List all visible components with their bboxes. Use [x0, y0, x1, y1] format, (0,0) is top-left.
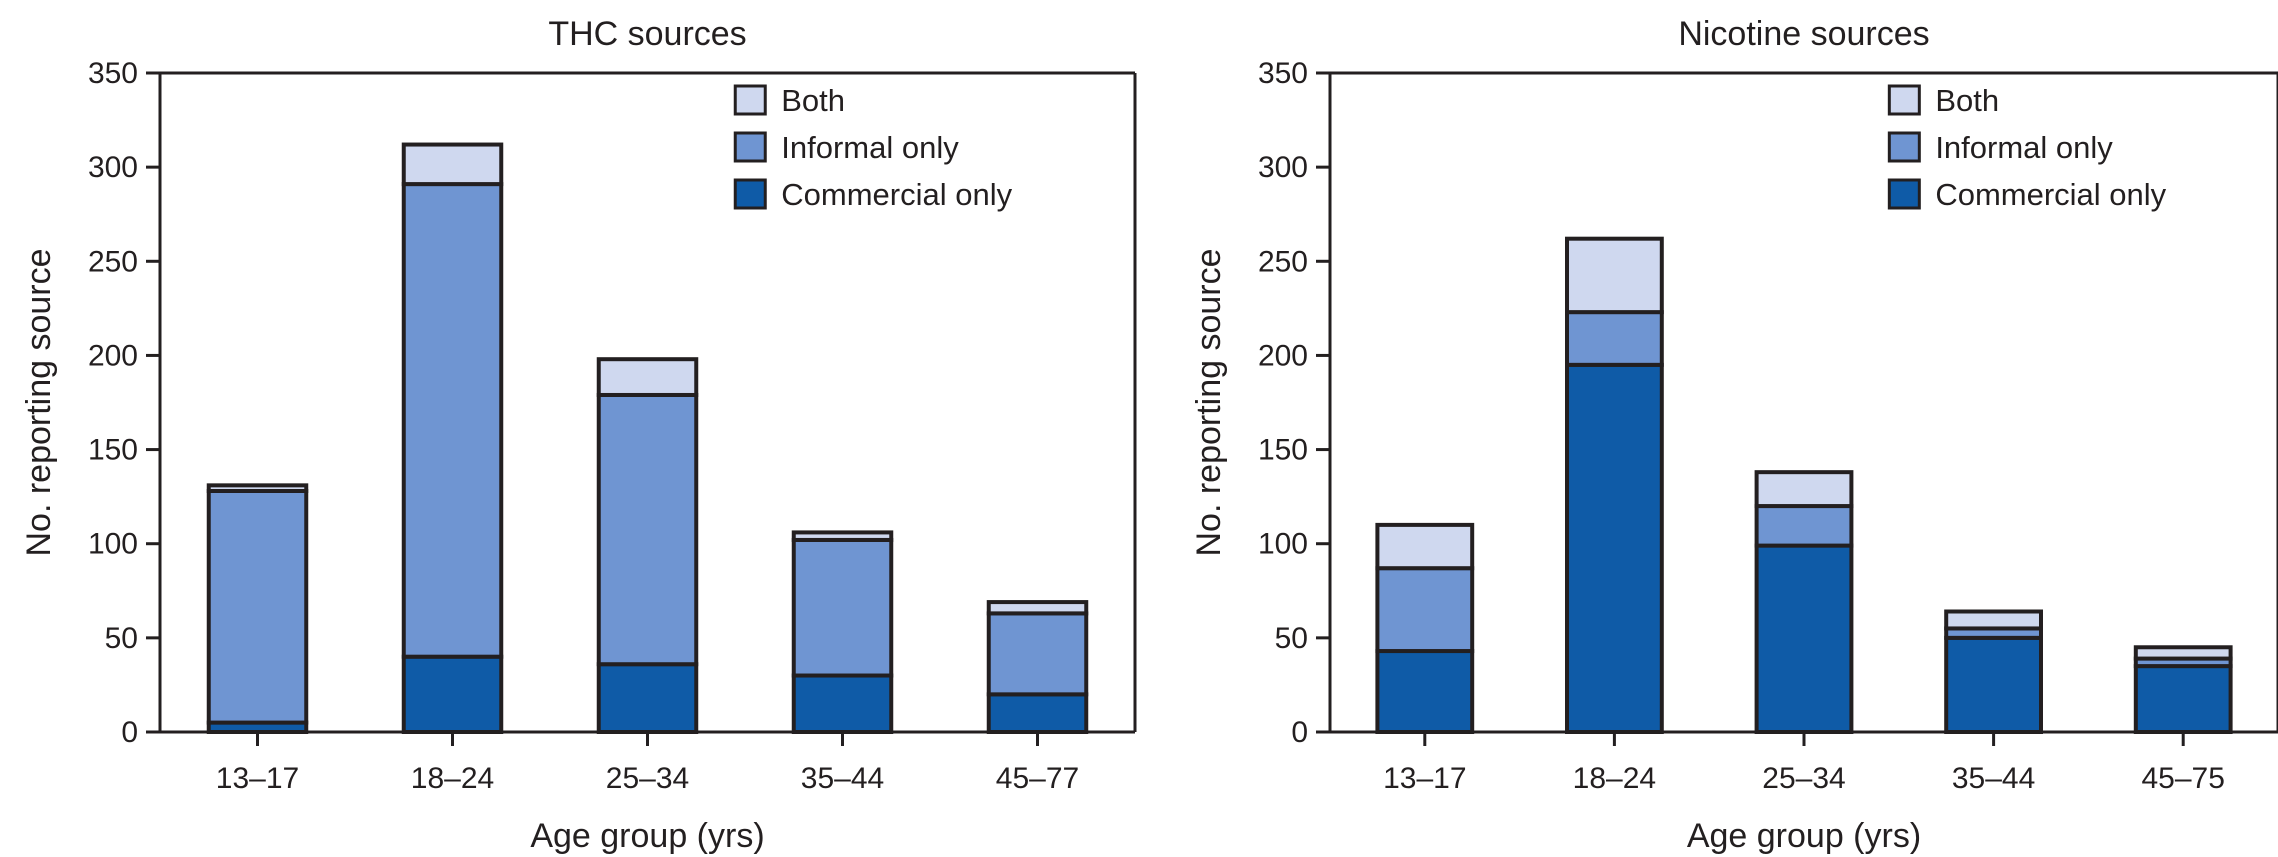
nicotine-y-tick-label: 150	[1258, 434, 1308, 467]
nicotine-x-axis-label: Age group (yrs)	[1687, 817, 1921, 855]
nicotine-legend-label-commercial-only: Commercial only	[1935, 177, 2166, 212]
thc-y-tick-label: 150	[88, 434, 138, 467]
thc-y-axis-label: No. reporting source	[20, 248, 58, 556]
nicotine-legend-swatch-commercial-only	[1887, 178, 1921, 210]
nicotine-chart-title: Nicotine sources	[1678, 15, 1929, 53]
thc-legend-swatch-both	[733, 84, 767, 116]
nicotine-y-axis-label: No. reporting source	[1190, 248, 1228, 556]
thc-x-tick-label: 13–17	[216, 762, 299, 795]
nicotine-bar-informal-only-13-17	[1375, 566, 1475, 654]
nicotine-legend-label-both: Both	[1935, 83, 1999, 118]
thc-chart-title: THC sources	[548, 15, 746, 53]
thc-bar-informal-only-35-44	[791, 537, 894, 678]
nicotine-bar-informal-only-25-34	[1754, 504, 1854, 548]
thc-y-tick-label: 0	[121, 716, 138, 749]
nicotine-bar-both-45-75	[2133, 645, 2233, 661]
thc-x-tick-label: 45–77	[996, 762, 1079, 795]
nicotine-legend-swatch-informal-only	[1887, 131, 1921, 163]
nicotine-bar-commercial-only-35-44	[1944, 635, 2043, 734]
thc-legend-swatch-informal-only	[733, 131, 767, 163]
nicotine-bar-commercial-only-45-75	[2133, 664, 2233, 734]
nicotine-bar-commercial-only-18-24	[1565, 362, 1664, 734]
thc-x-tick-label: 35–44	[801, 762, 884, 795]
nicotine-x-tick-label: 18–24	[1573, 762, 1656, 795]
thc-legend-label-both: Both	[781, 83, 845, 118]
nicotine-y-tick-label: 300	[1258, 151, 1308, 184]
nicotine-bar-commercial-only-25-34	[1754, 543, 1854, 735]
nicotine-y-tick-label: 100	[1258, 528, 1308, 561]
nicotine-y-tick-label: 200	[1258, 339, 1308, 372]
nicotine-panel: Nicotine sources 0 50 100 150 200 250 300 350 13–…	[1190, 15, 2278, 855]
thc-y-tick-label: 200	[88, 339, 138, 372]
thc-bar-both-18-24	[401, 142, 504, 187]
thc-legend-swatch-commercial-only	[733, 178, 767, 210]
thc-y-tick-label: 50	[105, 622, 138, 655]
nicotine-y-tick-label: 250	[1258, 245, 1308, 278]
thc-bar-both-25-34	[596, 357, 699, 397]
nicotine-legend-swatch-both	[1887, 84, 1921, 116]
nicotine-bar-both-25-34	[1754, 470, 1854, 509]
thc-bar-both-45-77	[986, 600, 1089, 616]
nicotine-bar-both-18-24	[1565, 236, 1664, 315]
nicotine-y-tick-label: 350	[1258, 57, 1308, 90]
thc-x-tick-label: 18–24	[411, 762, 494, 795]
nicotine-bar-both-35-44	[1944, 609, 2043, 631]
thc-bar-commercial-only-18-24	[401, 654, 504, 735]
thc-y-tick-label: 100	[88, 528, 138, 561]
nicotine-x-tick-label: 45–75	[2141, 762, 2224, 795]
thc-y-tick-label: 250	[88, 245, 138, 278]
nicotine-x-tick-label: 35–44	[1952, 762, 2035, 795]
nicotine-bar-informal-only-18-24	[1565, 310, 1664, 367]
nicotine-legend-label-informal-only: Informal only	[1935, 130, 2113, 165]
thc-bar-informal-only-45-77	[986, 611, 1089, 697]
thc-panel: THC sources 0 50 100 150 200 250 300 350 13–17 18–…	[20, 15, 1137, 855]
thc-x-axis-label: Age group (yrs)	[530, 817, 764, 855]
thc-bar-commercial-only-45-77	[986, 692, 1089, 734]
thc-bar-both-35-44	[791, 530, 894, 542]
thc-bar-informal-only-13-17	[206, 488, 309, 725]
thc-x-tick-label: 25–34	[606, 762, 689, 795]
thc-bar-both-13-17	[206, 483, 309, 493]
nicotine-y-tick-label: 50	[1275, 622, 1308, 655]
nicotine-bar-commercial-only-13-17	[1375, 649, 1475, 735]
nicotine-x-tick-label: 13–17	[1383, 762, 1466, 795]
thc-legend-label-commercial-only: Commercial only	[781, 177, 1012, 212]
nicotine-x-tick-label: 25–34	[1762, 762, 1845, 795]
thc-bar-commercial-only-35-44	[791, 673, 894, 734]
nicotine-y-tick-label: 0	[1291, 716, 1308, 749]
thc-y-tick-label: 300	[88, 151, 138, 184]
thc-legend-label-informal-only: Informal only	[781, 130, 959, 165]
thc-bar-commercial-only-25-34	[596, 662, 699, 735]
thc-bar-informal-only-18-24	[401, 182, 504, 659]
nicotine-bar-both-13-17	[1375, 522, 1475, 571]
thc-y-tick-label: 350	[88, 57, 138, 90]
thc-bar-informal-only-25-34	[596, 392, 699, 667]
